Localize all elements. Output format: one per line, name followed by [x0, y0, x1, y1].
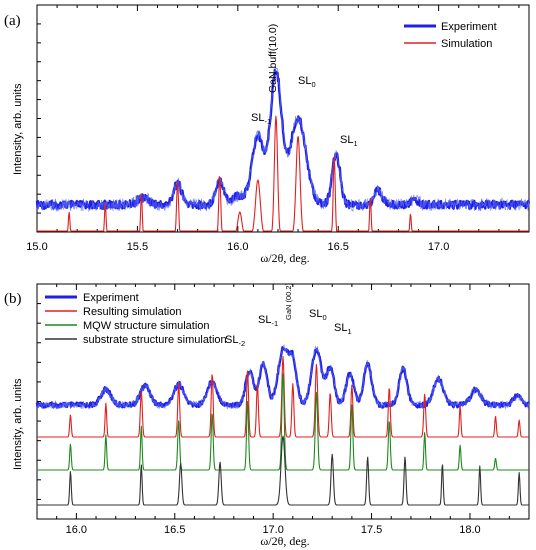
annotation-sl-1: SL1 — [334, 322, 352, 336]
annotation-sl-1: SL1 — [340, 134, 358, 148]
panel-a-x-axis-label: ω/2θ, deg. — [260, 251, 309, 265]
x-tick-label: 16.5 — [328, 241, 349, 253]
series-experiment — [35, 68, 531, 210]
panel-b-x-axis: 16.0 16.5 17.0 17.5 18.0 — [36, 284, 530, 536]
annotation-sl-minus-1: SL-1 — [258, 314, 278, 328]
panel-a-x-axis: 15.0 15.5 16.0 16.5 17.0 — [26, 5, 520, 253]
panel-b-series — [35, 344, 531, 506]
panel-b-x-axis-label: ω/2θ, deg. — [260, 534, 309, 548]
panel-a-y-axis-label: Intensity, arb. units — [12, 83, 24, 175]
x-tick-label: 17.0 — [428, 241, 449, 253]
annotation-sl-0: SL0 — [309, 308, 327, 322]
x-tick-label: 15.0 — [26, 241, 47, 253]
annotation-sl-minus-1: SL-1 — [251, 112, 271, 126]
annotation-gan-002: GaN (00.2) — [284, 282, 293, 320]
legend-label-simulation: Simulation — [441, 38, 492, 50]
panel-b-legend: Experiment Resulting simulation MQW stru… — [45, 292, 227, 346]
x-tick-label: 16.5 — [164, 524, 185, 536]
x-tick-label: 17.5 — [361, 524, 382, 536]
legend-label-resulting-simulation: Resulting simulation — [83, 306, 181, 318]
x-tick-label: 16.0 — [227, 241, 248, 253]
x-tick-label: 18.0 — [459, 524, 480, 536]
x-tick-label: 16.0 — [66, 524, 87, 536]
panel-a-legend: Experiment Simulation — [404, 21, 497, 50]
series-simulation — [37, 115, 529, 232]
x-tick-label: 15.5 — [127, 241, 148, 253]
legend-label-mqw-simulation: MQW structure simulation — [83, 320, 210, 332]
panel-b-annotations: GaN (00.2) SL-2 SL-1 SL0 SL1 — [225, 282, 352, 348]
panel-a-series — [35, 66, 531, 232]
series-experiment-scatter — [36, 344, 530, 410]
annotation-gan-buff: GaN buff(10.0) — [267, 24, 279, 93]
panel-a-label: (a) — [4, 13, 21, 29]
panel-a: (a) 15.0 15.5 16.0 16.5 17.0 Intensity, arb.… — [4, 4, 531, 265]
annotation-sl-minus-2: SL-2 — [225, 334, 245, 348]
panel-b-label: (b) — [4, 291, 22, 307]
series-experiment-scatter — [36, 66, 530, 213]
legend-label-experiment: Experiment — [83, 292, 139, 304]
series-mqw-structure-simulation — [37, 373, 529, 471]
x-tick-label: 17.0 — [262, 524, 283, 536]
series-resulting-simulation — [37, 355, 529, 438]
legend-label-substrate-simulation: substrate structure simulation — [83, 334, 227, 346]
annotation-sl-0: SL0 — [298, 75, 316, 89]
panel-a-annotations: GaN buff(10.0) SL-1 SL0 SL1 — [251, 24, 358, 148]
series-substrate-structure-simulation — [37, 435, 529, 506]
legend-label-experiment: Experiment — [441, 21, 497, 33]
panel-b: (b) 16.0 16.5 17.0 17.5 18.0 Intensity, arb.… — [4, 282, 531, 548]
panel-b-y-axis-label: Intensity, arb. units — [12, 378, 24, 470]
